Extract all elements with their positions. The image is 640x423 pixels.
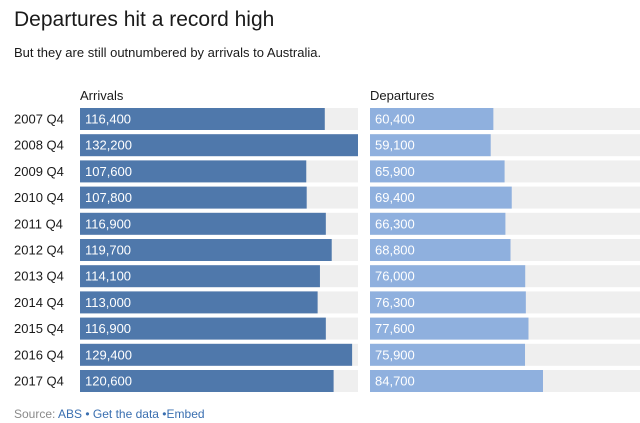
arrivals-bar bbox=[80, 317, 326, 340]
arrivals-value-label: 116,900 bbox=[85, 321, 131, 336]
departures-value-label: 76,300 bbox=[375, 295, 415, 310]
departures-bar bbox=[370, 186, 512, 209]
departures-panel-header: Departures bbox=[370, 88, 435, 103]
departures-bar bbox=[370, 343, 526, 366]
departures-value-label: 60,400 bbox=[375, 112, 415, 127]
category-label: 2008 Q4 bbox=[14, 138, 64, 153]
arrivals-bar bbox=[80, 134, 358, 157]
get-data-link[interactable]: Get the data bbox=[92, 407, 159, 421]
chart-footer: Source: ABS • Get the data •Embed bbox=[14, 407, 205, 421]
category-label: 2014 Q4 bbox=[14, 295, 64, 310]
departures-bar bbox=[370, 291, 526, 314]
departures-value-label: 65,900 bbox=[375, 164, 415, 179]
arrivals-value-label: 107,800 bbox=[85, 190, 132, 205]
departures-bar bbox=[370, 265, 526, 288]
arrivals-value-label: 107,600 bbox=[85, 164, 132, 179]
departures-value-label: 84,700 bbox=[375, 374, 415, 389]
footer-bullet-2: • bbox=[158, 407, 167, 421]
departures-bar bbox=[370, 160, 505, 183]
category-label: 2011 Q4 bbox=[14, 216, 63, 231]
departures-value-label: 77,600 bbox=[375, 321, 415, 336]
arrivals-bar bbox=[80, 343, 353, 366]
arrivals-bar bbox=[80, 160, 307, 183]
arrivals-bar bbox=[80, 186, 307, 209]
arrivals-bar bbox=[80, 265, 320, 288]
source-link[interactable]: ABS bbox=[58, 407, 83, 421]
arrivals-bar bbox=[80, 212, 326, 235]
arrivals-value-label: 113,000 bbox=[85, 295, 131, 310]
departures-value-label: 59,100 bbox=[375, 138, 415, 153]
arrivals-panel-header: Arrivals bbox=[80, 88, 124, 103]
arrivals-value-label: 114,100 bbox=[85, 269, 131, 284]
category-label: 2015 Q4 bbox=[14, 321, 64, 336]
arrivals-bar bbox=[80, 291, 318, 314]
arrivals-value-label: 120,600 bbox=[85, 374, 132, 389]
embed-link[interactable]: Embed bbox=[166, 407, 205, 421]
departures-value-label: 66,300 bbox=[375, 216, 415, 231]
arrivals-value-label: 116,900 bbox=[85, 216, 131, 231]
category-label: 2010 Q4 bbox=[14, 190, 64, 205]
departures-bar bbox=[370, 370, 543, 392]
arrivals-bar bbox=[80, 370, 334, 392]
footer-bullet: • bbox=[82, 407, 93, 421]
arrivals-value-label: 119,700 bbox=[85, 243, 131, 258]
arrivals-bar bbox=[80, 239, 332, 261]
departures-bar bbox=[370, 108, 494, 130]
departures-value-label: 76,000 bbox=[375, 269, 415, 284]
arrivals-value-label: 116,400 bbox=[85, 112, 131, 127]
departures-bar bbox=[370, 317, 529, 340]
departures-bar bbox=[370, 212, 506, 235]
source-label: Source: bbox=[14, 407, 59, 421]
departures-bar bbox=[370, 134, 491, 157]
category-label: 2012 Q4 bbox=[14, 243, 64, 258]
category-label: 2007 Q4 bbox=[14, 112, 64, 127]
departures-value-label: 69,400 bbox=[375, 190, 415, 205]
departures-value-label: 75,900 bbox=[375, 347, 415, 362]
category-label: 2016 Q4 bbox=[14, 347, 64, 362]
category-label: 2009 Q4 bbox=[14, 164, 64, 179]
arrivals-value-label: 129,400 bbox=[85, 347, 132, 362]
category-label: 2017 Q4 bbox=[14, 374, 64, 389]
chart-subtitle: But they are still outnumbered by arriva… bbox=[14, 45, 322, 60]
arrivals-bar bbox=[80, 108, 325, 130]
departures-value-label: 68,800 bbox=[375, 243, 415, 258]
chart-title: Departures hit a record high bbox=[14, 8, 275, 31]
arrivals-value-label: 132,200 bbox=[85, 138, 132, 153]
departures-bar bbox=[370, 239, 511, 261]
category-label: 2013 Q4 bbox=[14, 269, 64, 284]
